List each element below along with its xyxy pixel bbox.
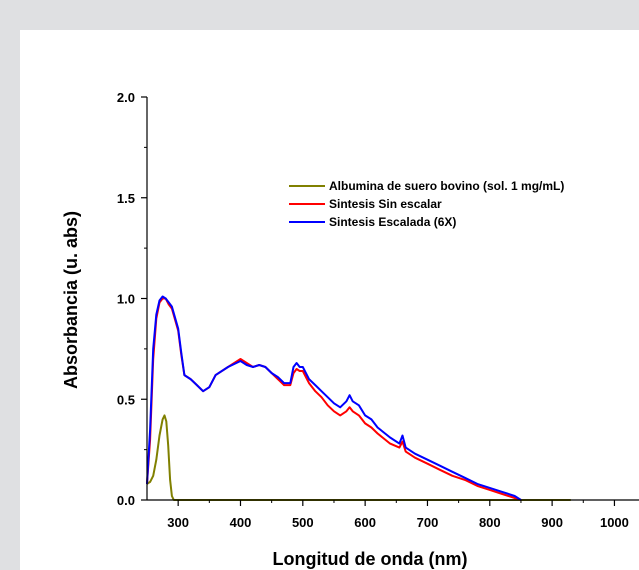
series-line-1	[146, 414, 571, 501]
x-axis-title: Longitud de onda (nm)	[273, 549, 468, 569]
legend-label: Sintesis Sin escalar	[329, 197, 442, 211]
series-line-3	[146, 295, 522, 501]
x-tick-label: 600	[354, 515, 376, 530]
y-tick-label: 0.0	[117, 493, 135, 508]
x-tick-label: 500	[292, 515, 314, 530]
y-ticks: 0.0 0.5 1.0 1.5 2.0	[117, 90, 147, 508]
y-axis-title: Absorbancia (u. abs)	[61, 211, 81, 389]
x-tick-label: 1000	[600, 515, 629, 530]
y-tick-label: 2.0	[117, 90, 135, 105]
plot-lines	[146, 295, 571, 501]
x-tick-label: 400	[230, 515, 252, 530]
chart-card	[20, 30, 639, 570]
y-tick-label: 1.5	[117, 191, 135, 206]
x-tick-label: 800	[479, 515, 501, 530]
y-tick-label: 0.5	[117, 392, 135, 407]
x-tick-label: 300	[167, 515, 189, 530]
x-tick-label: 900	[541, 515, 563, 530]
legend-label: Sintesis Escalada (6X)	[329, 215, 456, 229]
x-tick-label: 700	[417, 515, 439, 530]
legend-label: Albumina de suero bovino (sol. 1 mg/mL)	[329, 179, 564, 193]
series-line-2	[146, 297, 522, 501]
legend: Albumina de suero bovino (sol. 1 mg/mL) S…	[289, 179, 564, 229]
y-tick-label: 1.0	[117, 292, 135, 307]
x-ticks: 300400500600700800900100011	[167, 500, 629, 530]
